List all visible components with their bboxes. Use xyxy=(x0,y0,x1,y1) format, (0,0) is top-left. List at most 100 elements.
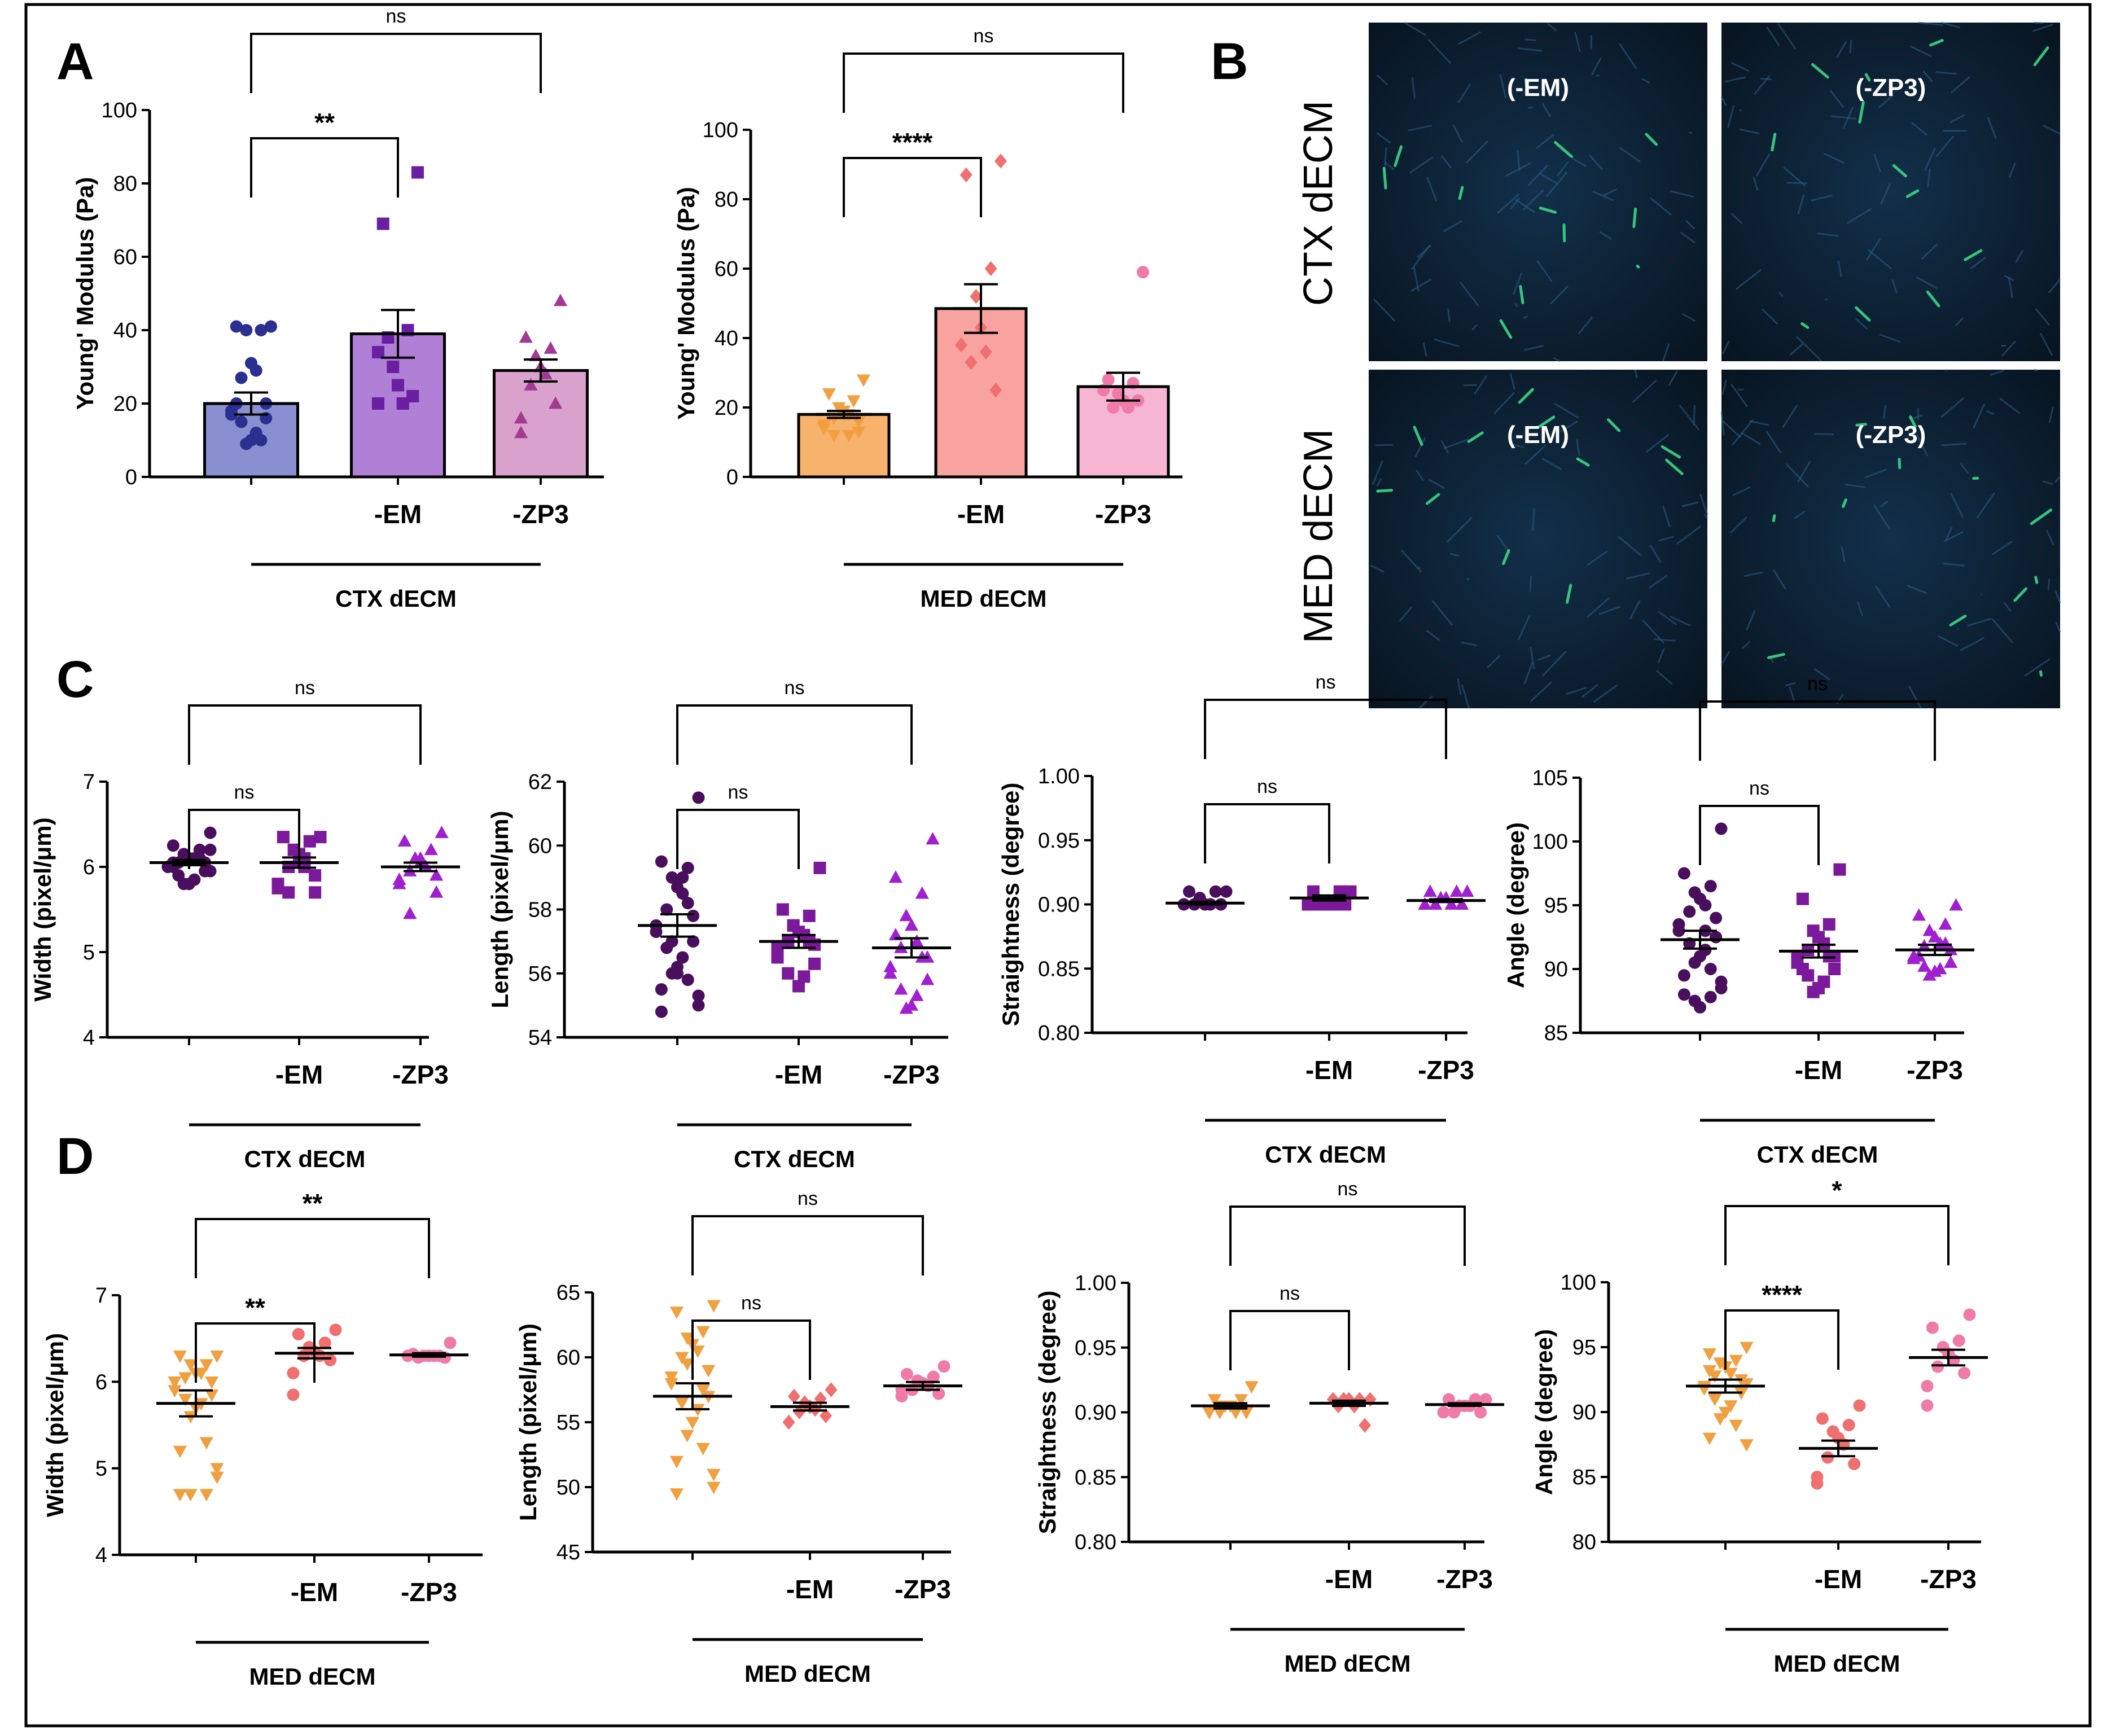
y-axis-label: Length (pixel/μm) xyxy=(515,1323,541,1521)
data-point-square xyxy=(782,967,794,980)
data-point-square xyxy=(309,886,321,898)
significance-label: **** xyxy=(892,128,933,157)
fluorescent-fiber xyxy=(1634,209,1636,226)
data-point-square xyxy=(1828,963,1841,975)
y-tick-label: 58 xyxy=(528,898,552,922)
significance-label: ns xyxy=(1807,673,1828,695)
data-point-circle xyxy=(1689,957,1701,969)
y-axis-label: Angle (degree) xyxy=(1502,822,1529,988)
significance-label: ns xyxy=(1749,778,1769,799)
y-tick-label: 95 xyxy=(1544,894,1568,918)
data-point-circle xyxy=(1694,1001,1706,1014)
x-category-label: -EM xyxy=(775,1060,822,1089)
data-point-circle xyxy=(1854,1400,1866,1412)
significance-label: **** xyxy=(1762,1280,1802,1309)
data-point-circle xyxy=(1953,1335,1965,1347)
group-label: CTX dECM xyxy=(1265,1141,1386,1168)
data-point-circle xyxy=(1699,899,1711,911)
tile-label: (-ZP3) xyxy=(1856,421,1926,449)
data-point-circle xyxy=(235,416,248,428)
data-point-circle xyxy=(292,1328,305,1340)
data-point-circle xyxy=(1220,885,1233,898)
data-point-square xyxy=(787,919,800,932)
data-point-square xyxy=(314,831,327,843)
fiber-mesh xyxy=(1814,434,1834,435)
micrograph-background xyxy=(1369,23,1707,361)
group-label: MED dECM xyxy=(1774,1650,1900,1677)
data-point-circle xyxy=(297,1349,310,1362)
y-tick-label: 7 xyxy=(83,770,95,794)
data-point-circle xyxy=(1715,982,1728,994)
data-point-square xyxy=(792,980,805,992)
panel-label-b: B xyxy=(1211,33,1248,90)
data-point-circle xyxy=(1678,988,1690,1001)
data-point-circle xyxy=(938,1360,950,1373)
y-tick-label: 80 xyxy=(715,188,738,212)
data-point-circle xyxy=(1678,969,1690,981)
data-point-circle xyxy=(167,839,179,852)
tile-label: (-EM) xyxy=(1507,74,1569,102)
data-point-square xyxy=(411,166,424,179)
significance-label: ** xyxy=(314,108,335,137)
data-point-square xyxy=(808,958,821,970)
data-point-circle xyxy=(1183,885,1195,898)
significance-label: ns xyxy=(1316,672,1336,693)
significance-label: ns xyxy=(974,25,994,47)
data-point-square xyxy=(1834,863,1846,876)
significance-label: * xyxy=(1832,1176,1842,1205)
significance-label: ns xyxy=(1280,1283,1300,1304)
data-point-circle xyxy=(1210,885,1222,898)
data-point-circle xyxy=(1843,1419,1855,1431)
data-point-circle xyxy=(676,871,689,884)
data-point-circle xyxy=(687,910,699,922)
row-label-ctx: CTX dECM xyxy=(1296,100,1341,306)
data-point-circle xyxy=(1958,1367,1970,1379)
y-tick-label: 85 xyxy=(1572,1466,1596,1489)
data-point-circle xyxy=(255,434,268,446)
group-label: CTX dECM xyxy=(335,585,457,612)
data-point-circle xyxy=(204,865,217,878)
y-axis-label: Angle (degree) xyxy=(1531,1329,1557,1495)
y-tick-label: 100 xyxy=(102,99,137,122)
data-point-circle xyxy=(1107,401,1120,414)
y-tick-label: 40 xyxy=(113,319,137,343)
data-point-circle xyxy=(1715,822,1728,835)
panel-label-c: C xyxy=(56,651,94,708)
bar xyxy=(799,414,889,477)
y-axis-label: Width (pixel/μm) xyxy=(42,1333,68,1517)
y-tick-label: 90 xyxy=(1544,958,1568,981)
x-category-label: -ZP3 xyxy=(392,1060,449,1089)
y-tick-label: 4 xyxy=(83,1026,95,1050)
y-tick-label: 60 xyxy=(528,834,552,858)
y-tick-label: 7 xyxy=(95,1284,107,1308)
fiber-mesh xyxy=(1530,576,1531,591)
y-axis-label: Straightness (degree) xyxy=(997,783,1024,1027)
group-label: MED dECM xyxy=(1285,1650,1411,1677)
y-tick-label: 60 xyxy=(557,1346,580,1370)
significance-label: ns xyxy=(741,1292,761,1314)
data-point-square xyxy=(1823,918,1835,931)
data-point-circle xyxy=(1678,867,1690,880)
data-point-circle xyxy=(655,856,668,868)
data-point-circle xyxy=(1705,963,1717,975)
fiber-mesh xyxy=(1528,107,1533,108)
data-point-circle xyxy=(330,1323,342,1336)
y-tick-label: 40 xyxy=(715,327,738,350)
data-point-circle xyxy=(1683,905,1696,918)
significance-label: ns xyxy=(1257,776,1277,797)
x-category-label: -EM xyxy=(1325,1564,1373,1594)
data-point-square xyxy=(777,904,789,916)
x-category-label: -EM xyxy=(1305,1055,1353,1085)
x-category-label: -ZP3 xyxy=(512,499,569,529)
data-point-circle xyxy=(693,999,705,1011)
fiber-mesh xyxy=(1467,579,1469,580)
data-point-square xyxy=(304,835,316,848)
micrograph-tile: (-ZP3) xyxy=(1721,23,2060,361)
data-point-circle xyxy=(1821,1452,1834,1464)
data-point-circle xyxy=(655,983,668,996)
y-tick-label: 54 xyxy=(528,1026,552,1050)
x-category-label: -EM xyxy=(374,499,422,529)
micrograph-tile: (-ZP3) xyxy=(1721,370,2060,708)
data-point-square xyxy=(377,218,389,230)
significance-label: ns xyxy=(728,782,748,803)
